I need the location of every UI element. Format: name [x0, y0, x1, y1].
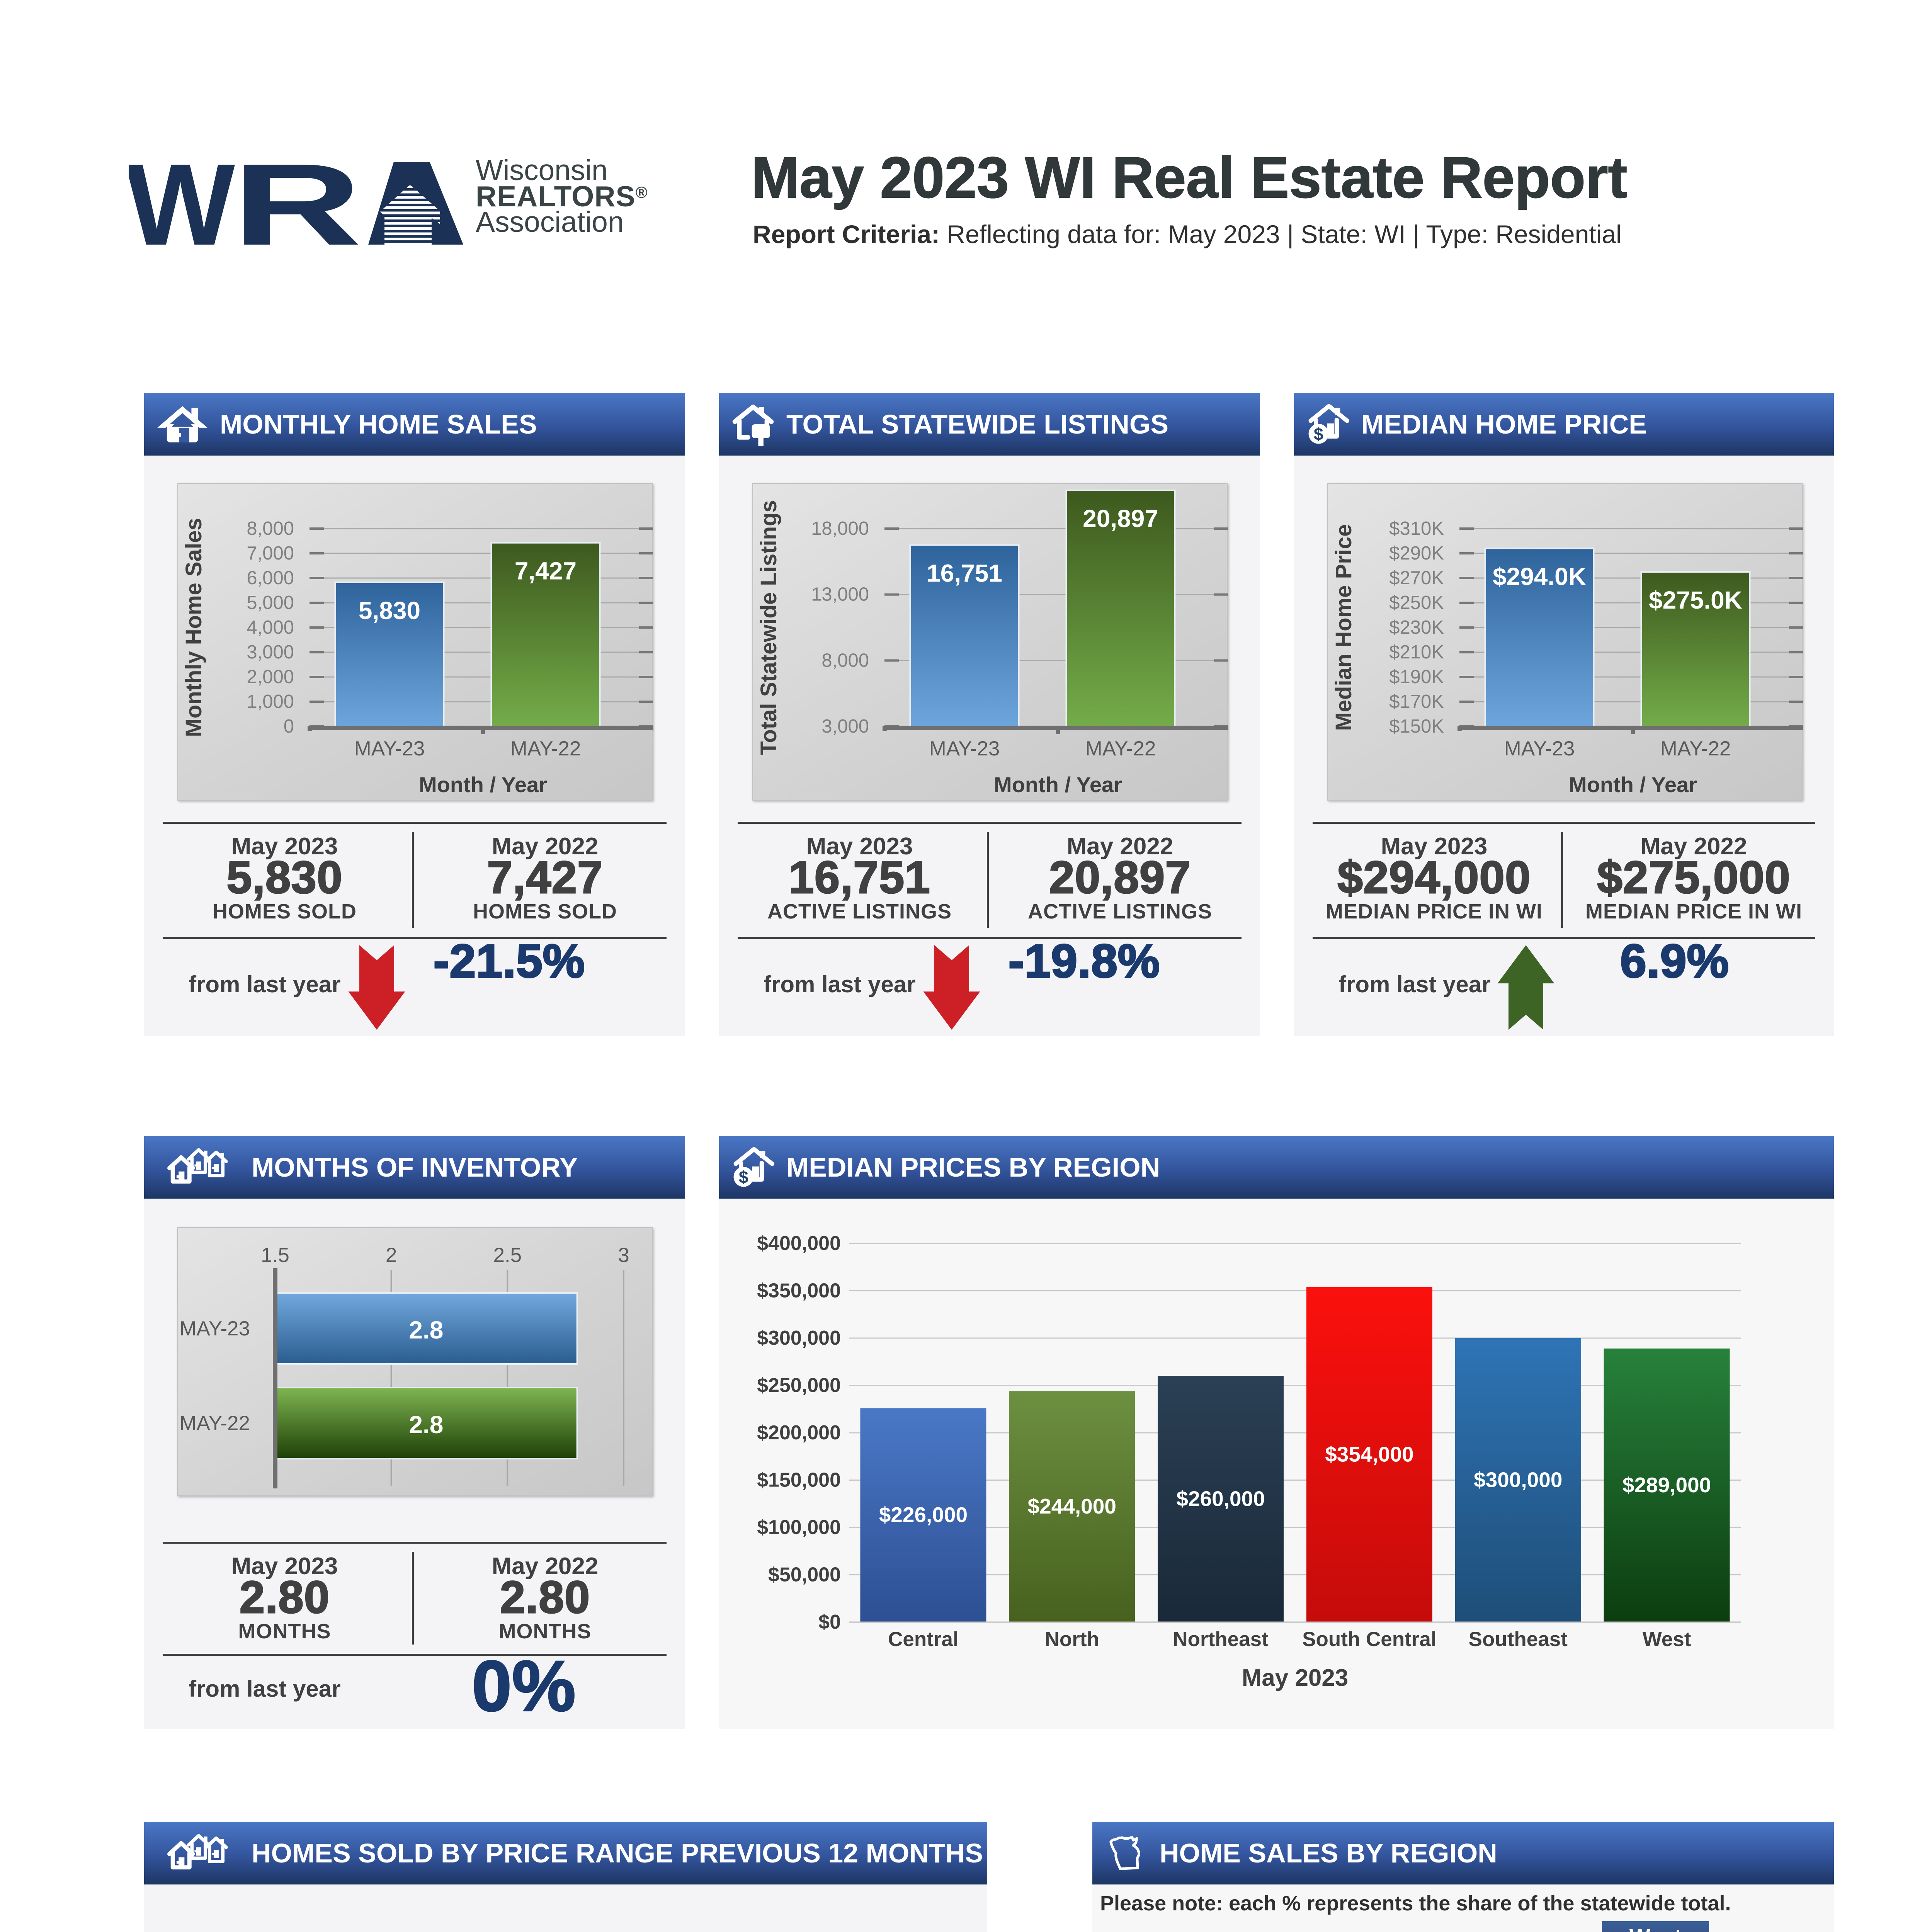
svg-text:West: West: [1643, 1628, 1691, 1651]
svg-text:8,000: 8,000: [247, 518, 294, 539]
svg-text:$250K: $250K: [1389, 592, 1444, 613]
svg-text:3: 3: [618, 1244, 629, 1267]
svg-text:MAY-23: MAY-23: [179, 1317, 250, 1340]
svg-text:MAY-23: MAY-23: [929, 737, 1000, 760]
svg-text:$300,000: $300,000: [757, 1327, 841, 1349]
svg-text:2: 2: [386, 1244, 397, 1267]
svg-text:4,000: 4,000: [247, 617, 294, 638]
svg-text:Wisconsin: Wisconsin: [476, 154, 608, 186]
svg-text:Month / Year: Month / Year: [994, 772, 1122, 797]
svg-text:Median Home Price: Median Home Price: [1331, 524, 1356, 731]
svg-text:$: $: [739, 1167, 748, 1187]
svg-text:$50,000: $50,000: [768, 1564, 841, 1586]
svg-text:$260,000: $260,000: [1176, 1487, 1265, 1511]
svg-text:May 2023: May 2023: [1242, 1665, 1349, 1691]
svg-text:$150K: $150K: [1389, 716, 1444, 737]
svg-text:Total Statewide Listings: Total Statewide Listings: [756, 500, 781, 755]
svg-text:2.8: 2.8: [409, 1411, 443, 1439]
svg-text:REALTORS®: REALTORS®: [476, 180, 648, 213]
svg-text:0: 0: [284, 716, 294, 737]
svg-text:MAY-23: MAY-23: [1504, 737, 1575, 760]
svg-text:$230K: $230K: [1389, 617, 1444, 638]
svg-text:$244,000: $244,000: [1028, 1494, 1116, 1518]
svg-text:R: R: [232, 151, 362, 253]
svg-text:MAY-23: MAY-23: [354, 737, 425, 760]
svg-text:$300,000: $300,000: [1474, 1468, 1562, 1492]
svg-text:3,000: 3,000: [247, 642, 294, 663]
svg-text:8,000: 8,000: [821, 650, 869, 671]
svg-text:Central: Central: [888, 1628, 959, 1651]
svg-text:6,000: 6,000: [247, 568, 294, 588]
svg-text:Month / Year: Month / Year: [419, 772, 547, 797]
svg-text:$200,000: $200,000: [757, 1422, 841, 1444]
svg-text:20,897: 20,897: [1083, 505, 1158, 532]
svg-text:Association: Association: [476, 206, 624, 238]
svg-text:$0: $0: [818, 1611, 841, 1633]
svg-text:$289,000: $289,000: [1622, 1473, 1711, 1497]
svg-text:MAY-22: MAY-22: [179, 1412, 250, 1435]
svg-text:1,000: 1,000: [247, 691, 294, 712]
svg-text:MAY-22: MAY-22: [1085, 737, 1156, 760]
svg-text:2.5: 2.5: [493, 1244, 522, 1267]
svg-text:7,427: 7,427: [515, 557, 577, 585]
svg-text:3,000: 3,000: [821, 716, 869, 737]
svg-text:$100,000: $100,000: [757, 1516, 841, 1539]
svg-text:MAY-22: MAY-22: [510, 737, 581, 760]
svg-text:$400,000: $400,000: [757, 1232, 841, 1255]
svg-text:1.5: 1.5: [261, 1244, 289, 1267]
svg-text:Month / Year: Month / Year: [1569, 772, 1697, 797]
svg-text:West: West: [1629, 1925, 1682, 1932]
svg-text:$290K: $290K: [1389, 543, 1444, 564]
svg-text:Monthly Home Sales: Monthly Home Sales: [181, 518, 206, 737]
svg-text:Southeast: Southeast: [1469, 1628, 1568, 1651]
svg-text:Northeast: Northeast: [1173, 1628, 1268, 1651]
svg-text:$210K: $210K: [1389, 642, 1444, 663]
svg-text:$270K: $270K: [1389, 568, 1444, 588]
svg-text:South Central: South Central: [1302, 1628, 1436, 1651]
svg-text:$170K: $170K: [1389, 691, 1444, 712]
svg-text:$150,000: $150,000: [757, 1469, 841, 1492]
svg-text:$190K: $190K: [1389, 667, 1444, 687]
svg-text:2.8: 2.8: [409, 1316, 443, 1344]
svg-text:5,830: 5,830: [359, 597, 420, 624]
svg-text:5,000: 5,000: [247, 592, 294, 613]
svg-text:$294.0K: $294.0K: [1493, 563, 1586, 590]
svg-text:$250,000: $250,000: [757, 1374, 841, 1397]
svg-text:18,000: 18,000: [811, 518, 869, 539]
svg-text:W: W: [129, 151, 236, 253]
svg-text:16,751: 16,751: [927, 560, 1002, 587]
svg-text:2,000: 2,000: [247, 667, 294, 687]
svg-text:MAY-22: MAY-22: [1660, 737, 1731, 760]
svg-text:13,000: 13,000: [811, 584, 869, 605]
svg-text:7,000: 7,000: [247, 543, 294, 564]
svg-text:$354,000: $354,000: [1325, 1442, 1413, 1466]
svg-text:$350,000: $350,000: [757, 1280, 841, 1302]
svg-text:$: $: [1314, 424, 1323, 444]
svg-text:North: North: [1045, 1628, 1099, 1651]
svg-text:$310K: $310K: [1389, 518, 1444, 539]
svg-text:$226,000: $226,000: [879, 1503, 968, 1527]
svg-text:$275.0K: $275.0K: [1649, 586, 1742, 614]
